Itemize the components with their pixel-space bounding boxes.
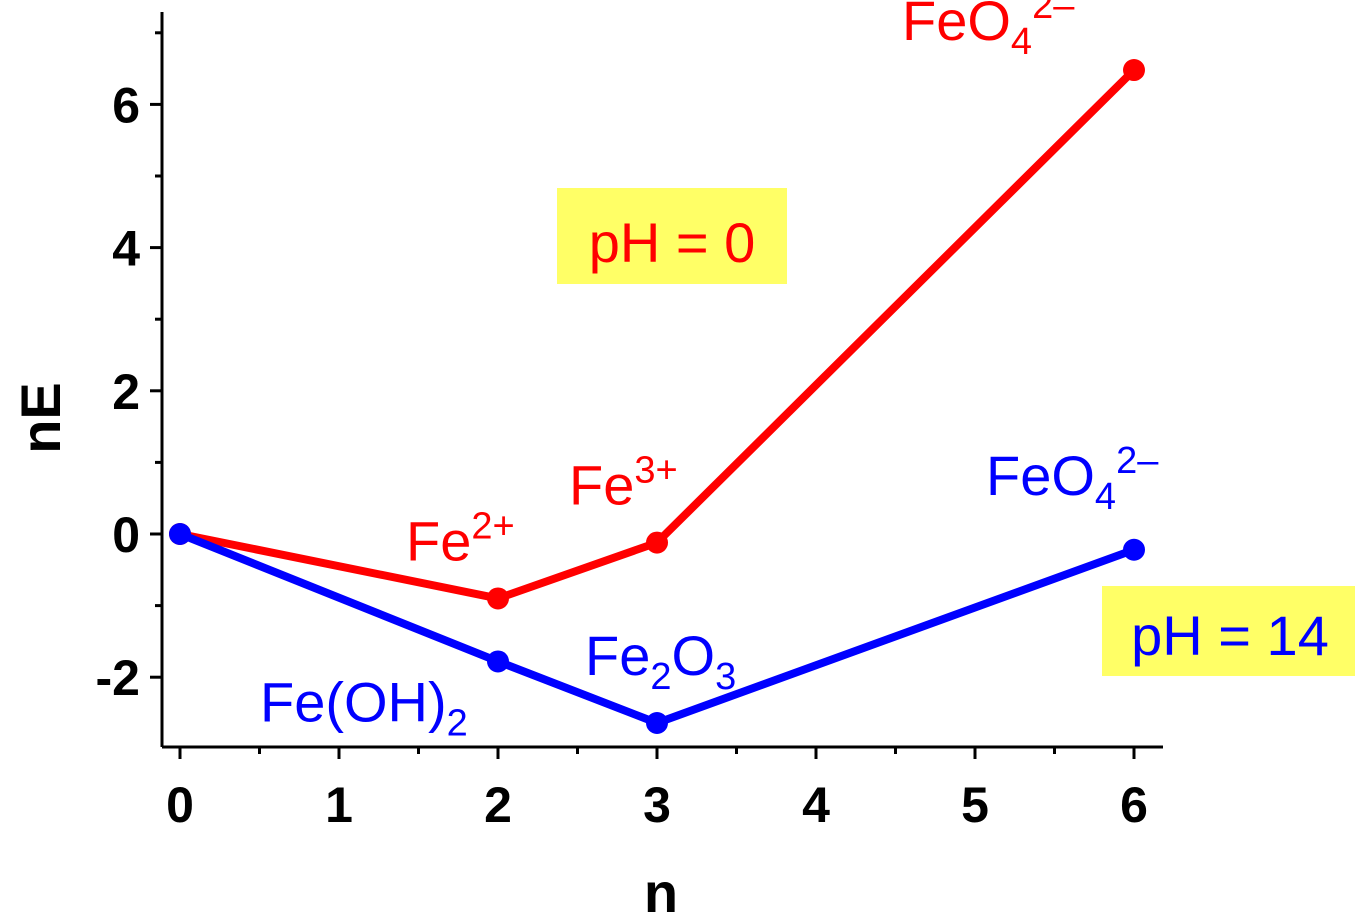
labels-layer: Fe2+ Fe3+ FeO42– Fe(OH)2 Fe2O3 FeO42– pH = 0 pH… [260,0,1355,744]
data-point [487,650,509,673]
data-point [1123,59,1145,82]
x-axis-title: n [644,861,678,919]
x-tick-label: 5 [961,777,989,833]
axes: 0 1 2 3 4 5 6 -2 0 2 4 6 [96,12,1163,833]
data-point [1123,538,1145,561]
y-tick-label: 4 [112,221,140,277]
y-tick-label: 0 [112,507,140,563]
y-tick-label: 2 [112,364,140,420]
y-tick-label: 6 [112,77,140,133]
annotation-background [557,188,787,284]
annotation-ph14: pH = 14 [1102,586,1355,676]
annotation-text: pH = 0 [589,211,756,274]
species-label: Fe3+ [569,450,678,517]
y-tick-label: -2 [96,650,140,706]
annotation-background [1102,586,1355,676]
series-line-ph0 [179,67,1137,603]
species-label: Fe2+ [406,505,515,572]
series-line-ph14 [178,530,1136,728]
y-axis-title: nE [9,382,72,454]
annotation-text: pH = 14 [1131,604,1329,667]
x-tick-label: 3 [643,777,671,833]
x-tick-label: 1 [325,777,353,833]
x-tick-label: 6 [1120,777,1148,833]
x-tick-label: 2 [484,777,512,833]
annotation-ph0: pH = 0 [557,188,787,284]
data-point [169,523,191,545]
x-tick-label: 0 [166,777,194,833]
species-label: FeO42– [986,440,1159,518]
x-tick-label: 4 [802,777,830,833]
species-label: FeO42– [902,0,1075,63]
species-label: Fe2O3 [585,624,736,698]
series-layer [169,59,1145,735]
data-point [646,712,668,735]
species-label: Fe(OH)2 [260,670,468,744]
data-point [646,531,668,554]
data-point [487,587,509,610]
